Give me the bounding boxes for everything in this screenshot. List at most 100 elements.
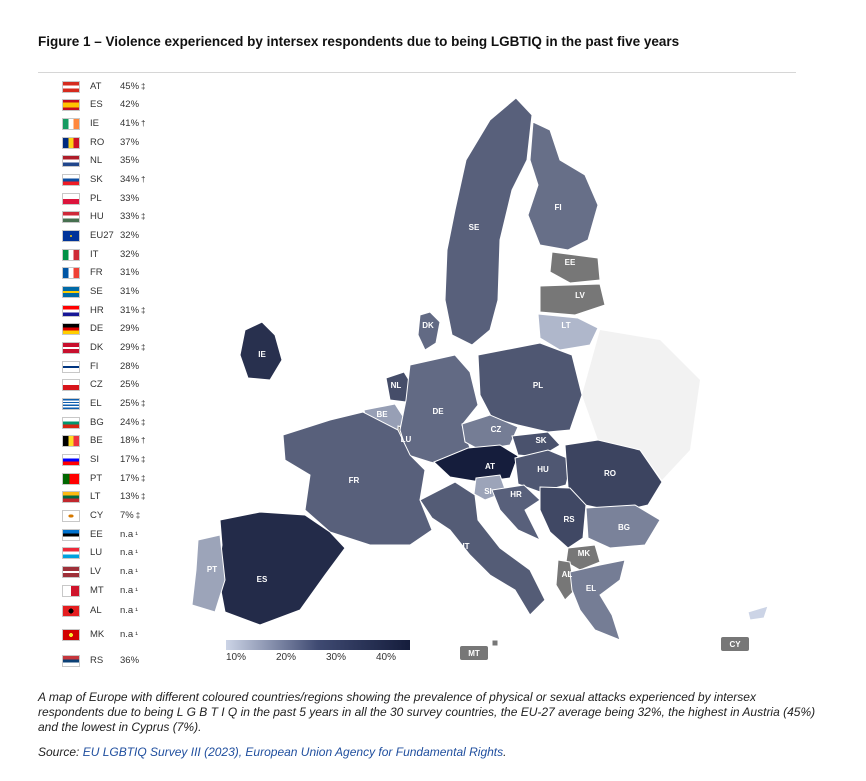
value-text: n.a bbox=[120, 547, 134, 558]
map-label-lu: LU bbox=[401, 435, 412, 444]
legend-tick: 10% bbox=[226, 652, 247, 663]
title-divider bbox=[38, 72, 796, 73]
value-mark: ¹ bbox=[135, 567, 138, 576]
country-code: LU bbox=[90, 547, 103, 558]
country-row: FR 31% bbox=[62, 264, 182, 282]
value-mark: ‡ bbox=[141, 455, 146, 464]
map-label-lv: LV bbox=[575, 291, 585, 300]
country-code: CZ bbox=[90, 379, 103, 390]
flag-hu-icon bbox=[62, 211, 80, 223]
legend-color-scale bbox=[226, 640, 410, 650]
value-text: 25% bbox=[120, 379, 140, 390]
country-value: 45% ‡ bbox=[120, 78, 145, 96]
value-text: 33% bbox=[120, 193, 140, 204]
country-row: MT n.a ¹ bbox=[62, 582, 182, 600]
map-label-es: ES bbox=[257, 575, 268, 584]
country-code: RS bbox=[90, 655, 104, 666]
map-label-hr: HR bbox=[510, 490, 522, 499]
country-value: 37% bbox=[120, 134, 141, 152]
value-mark: ¹ bbox=[135, 548, 138, 557]
source-line: Source: EU LGBTIQ Survey III (2023), Eur… bbox=[38, 745, 506, 759]
value-mark: ‡ bbox=[141, 399, 146, 408]
country-row: SE 31% bbox=[62, 283, 182, 301]
value-mark: † bbox=[141, 436, 146, 445]
map-label-se: SE bbox=[469, 223, 480, 232]
country-value: 17% ‡ bbox=[120, 451, 145, 469]
country-row: FI 28% bbox=[62, 358, 182, 376]
source-prefix: Source: bbox=[38, 745, 83, 759]
flag-dk-icon bbox=[62, 342, 80, 354]
map-label-at: AT bbox=[485, 462, 495, 471]
country-row: AL n.a ¹ bbox=[62, 602, 182, 620]
country-shape-se bbox=[444, 97, 533, 346]
country-shape-fi bbox=[527, 121, 599, 251]
value-mark: ‡ bbox=[141, 343, 146, 352]
country-code: IT bbox=[90, 249, 99, 260]
value-mark: ‡ bbox=[141, 474, 146, 483]
country-row: IT 32% bbox=[62, 246, 182, 264]
value-mark: ¹ bbox=[135, 606, 138, 615]
country-code: AL bbox=[90, 605, 102, 616]
value-text: 17% bbox=[120, 454, 140, 465]
legend-tick: 40% bbox=[376, 652, 397, 663]
country-value: 31% ‡ bbox=[120, 302, 145, 320]
map-label-al: AL bbox=[562, 570, 573, 579]
map-label-de: DE bbox=[432, 407, 444, 416]
map-label-be: BE bbox=[376, 410, 388, 419]
country-value: n.a ¹ bbox=[120, 602, 138, 620]
value-text: 17% bbox=[120, 473, 140, 484]
value-mark: † bbox=[141, 175, 146, 184]
value-text: 41% bbox=[120, 118, 140, 129]
value-text: 13% bbox=[120, 491, 140, 502]
map-label-ie: IE bbox=[258, 350, 266, 359]
country-code: PL bbox=[90, 193, 102, 204]
map-label-mt: MT bbox=[468, 649, 480, 658]
flag-se-icon bbox=[62, 286, 80, 298]
map-label-fr: FR bbox=[349, 476, 360, 485]
country-value: 7% ‡ bbox=[120, 507, 140, 525]
value-mark: ¹ bbox=[135, 630, 138, 639]
flag-be-icon bbox=[62, 435, 80, 447]
country-code: RO bbox=[90, 137, 105, 148]
flag-cz-icon bbox=[62, 379, 80, 391]
country-code: FI bbox=[90, 361, 99, 372]
country-shape-hu bbox=[514, 449, 573, 493]
country-value: 25% ‡ bbox=[120, 395, 145, 413]
country-value: 31% bbox=[120, 283, 141, 301]
country-row: BG 24% ‡ bbox=[62, 414, 182, 432]
country-value: 17% ‡ bbox=[120, 470, 145, 488]
country-code: DK bbox=[90, 342, 104, 353]
flag-ie-icon bbox=[62, 118, 80, 130]
value-text: n.a bbox=[120, 605, 134, 616]
value-text: 31% bbox=[120, 305, 140, 316]
flag-it-icon bbox=[62, 249, 80, 261]
map-label-hu: HU bbox=[537, 465, 549, 474]
country-code: NL bbox=[90, 155, 103, 166]
country-row: IE 41% † bbox=[62, 115, 182, 133]
legend-tick: 30% bbox=[326, 652, 347, 663]
country-shape-ee bbox=[549, 251, 601, 284]
country-shape-mk bbox=[565, 544, 601, 571]
country-shape-ie bbox=[239, 321, 283, 381]
source-link[interactable]: EU LGBTIQ Survey III (2023), European Un… bbox=[82, 745, 504, 759]
country-shape-it bbox=[419, 481, 546, 616]
map-label-mk: MK bbox=[578, 549, 591, 558]
country-code: BG bbox=[90, 417, 104, 428]
country-code: MK bbox=[90, 629, 105, 640]
country-shape-at bbox=[433, 444, 519, 483]
value-text: 31% bbox=[120, 267, 140, 278]
map-label-pt: PT bbox=[207, 565, 217, 574]
legend-tick: 20% bbox=[276, 652, 297, 663]
country-row: PT 17% ‡ bbox=[62, 470, 182, 488]
country-code: FR bbox=[90, 267, 103, 278]
country-value: 35% bbox=[120, 152, 141, 170]
value-text: 45% bbox=[120, 81, 140, 92]
value-mark: ‡ bbox=[141, 418, 146, 427]
country-row: CZ 25% bbox=[62, 376, 182, 394]
map-label-fi: FI bbox=[554, 203, 561, 212]
figure-title: Figure 1 – Violence experienced by inter… bbox=[38, 34, 680, 49]
country-shape-hr bbox=[491, 484, 542, 542]
country-value: 18% † bbox=[120, 432, 145, 450]
value-mark: ‡ bbox=[141, 306, 146, 315]
country-shape-cy bbox=[747, 605, 769, 621]
